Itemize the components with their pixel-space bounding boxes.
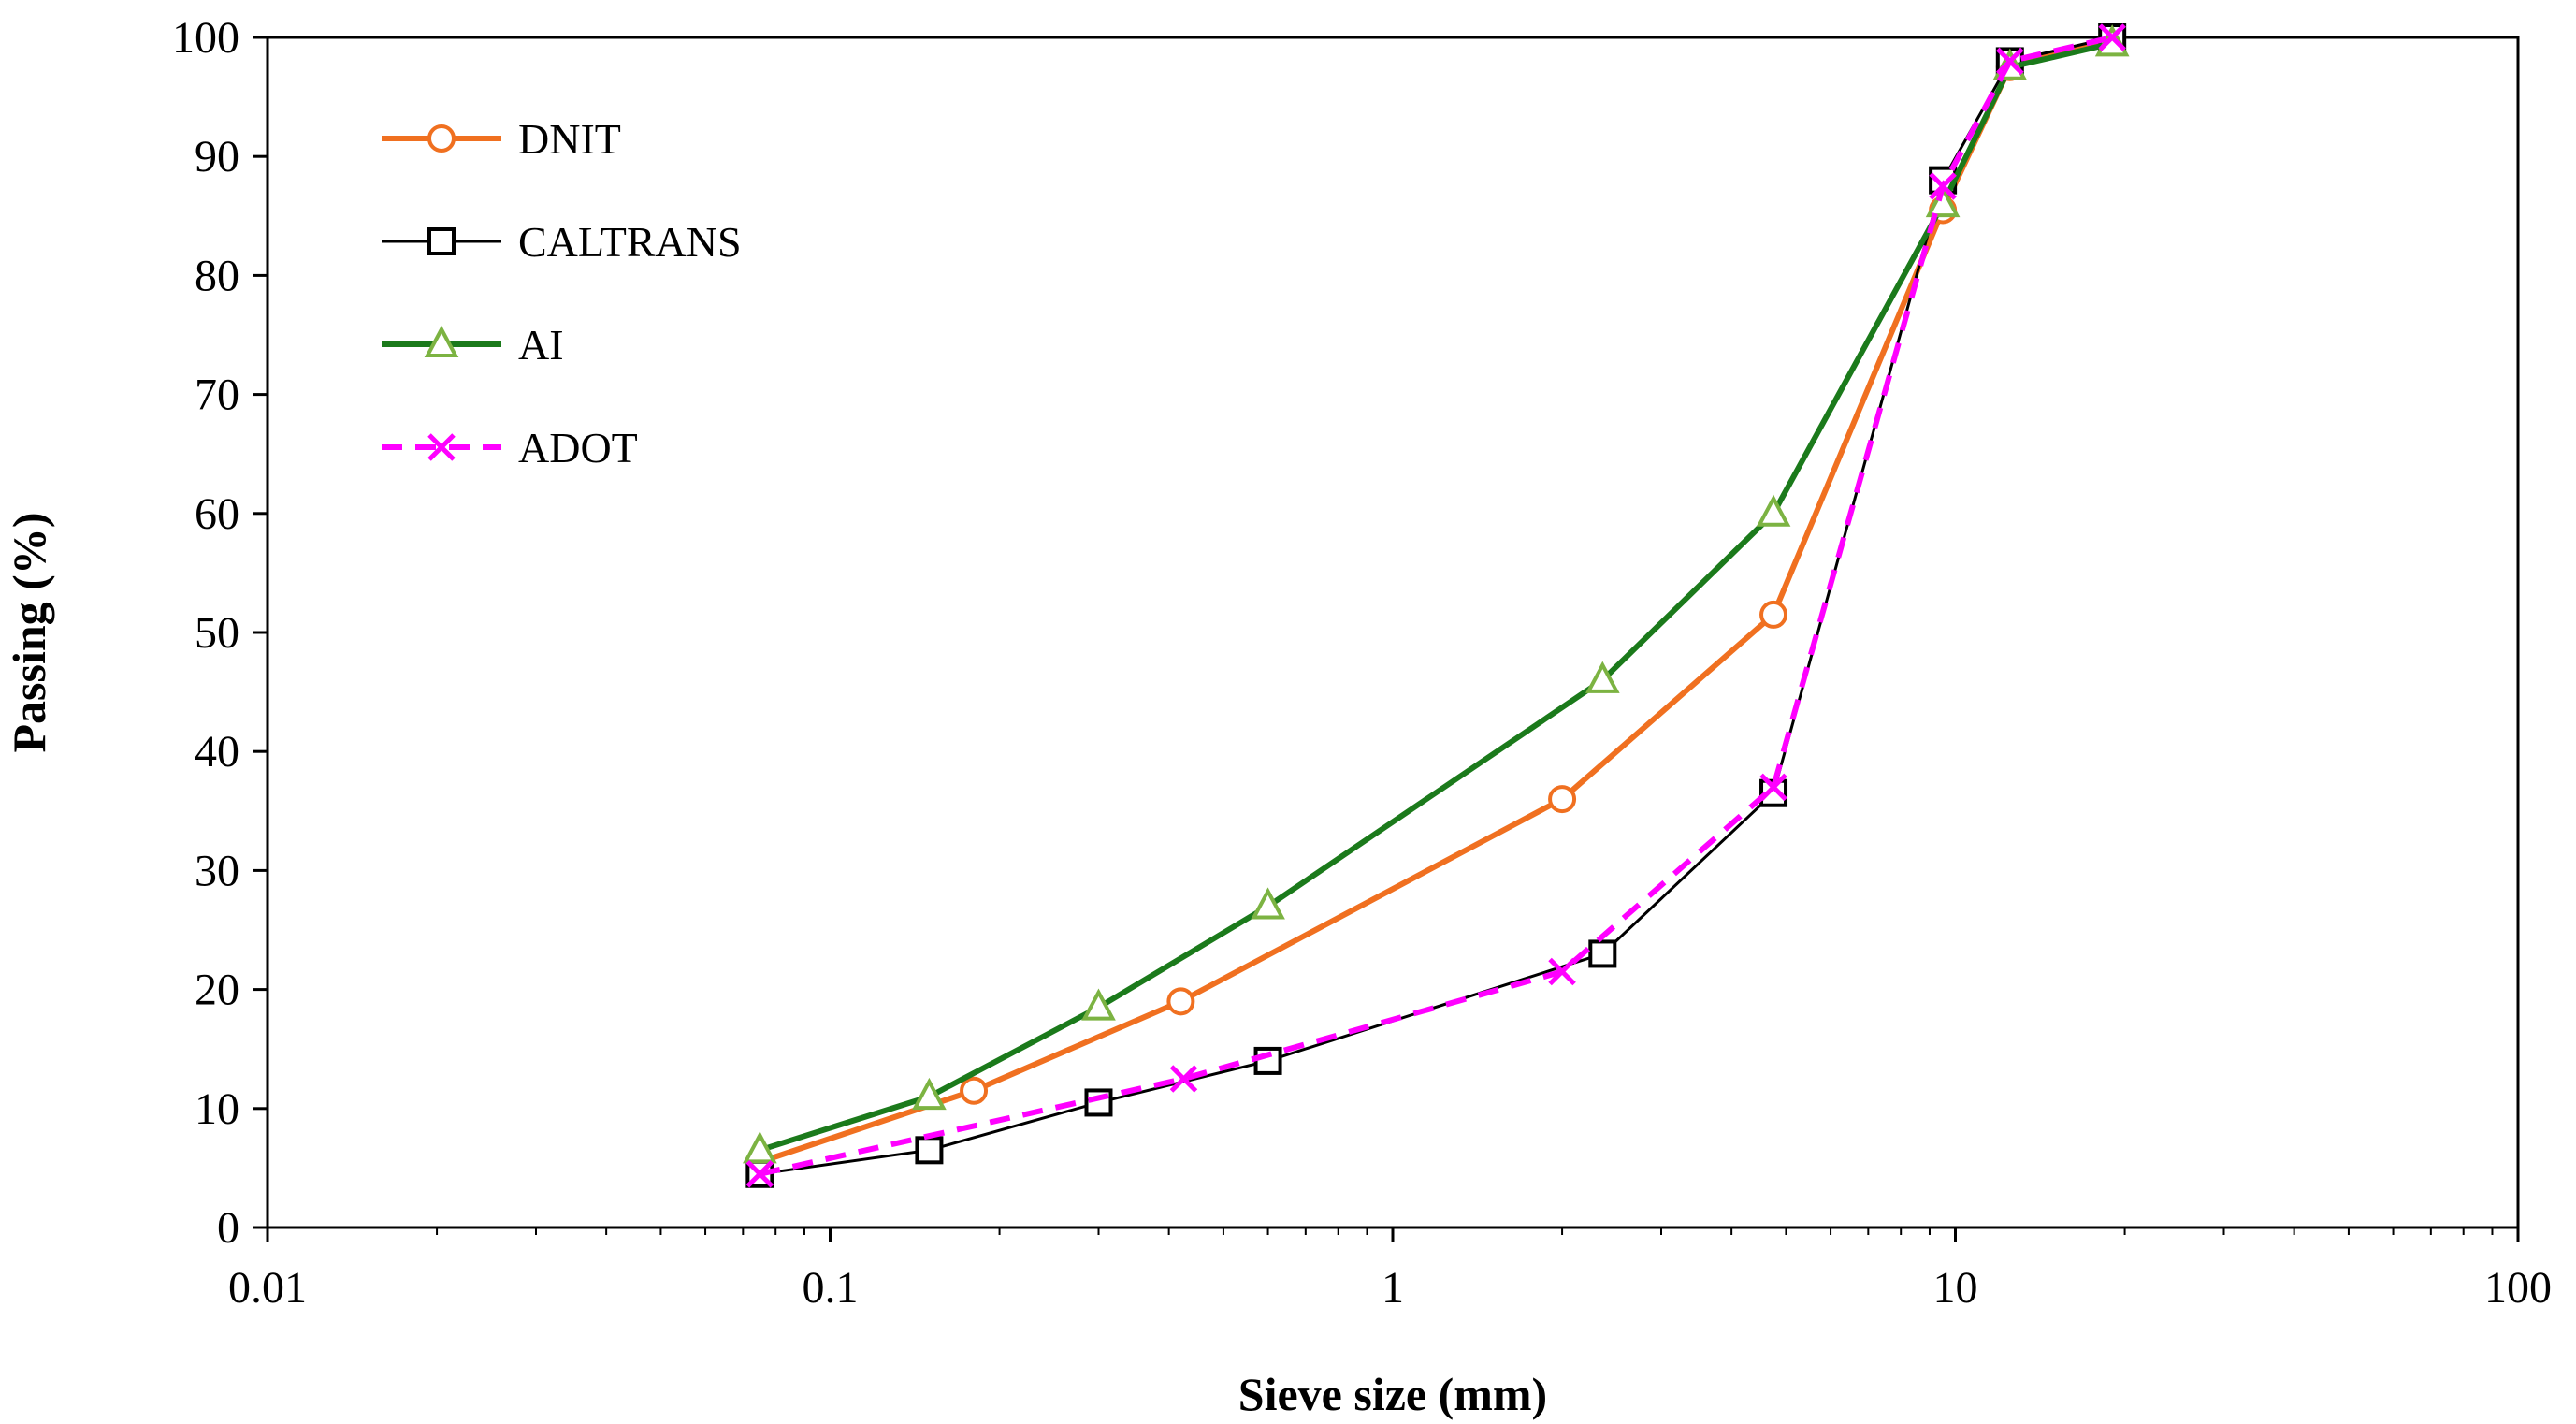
data-point-ai (1925, 184, 1961, 218)
legend-label-caltrans: CALTRANS (518, 218, 742, 266)
legend-label-adot: ADOT (518, 424, 638, 472)
series-adot (745, 23, 2126, 1188)
data-point-adot (745, 1159, 774, 1188)
y-tick-label: 60 (195, 489, 239, 539)
y-axis-title: Passing (%) (3, 513, 55, 753)
legend-item-adot: ADOT (382, 424, 638, 472)
data-point-adot (2098, 23, 2126, 51)
data-point-ai (1585, 661, 1620, 693)
y-tick-label: 10 (195, 1084, 239, 1134)
data-point-dnit (960, 1076, 989, 1105)
plot-area-frame (266, 36, 2520, 1229)
series-line-adot (759, 35, 2113, 1177)
series-line-ai (759, 40, 2113, 1154)
data-point-ai (1081, 988, 1116, 1021)
data-point-adot (1929, 172, 1957, 200)
series-line-dnit (759, 35, 2114, 1165)
x-marker-stroke (1548, 957, 1576, 986)
y-tick-label: 70 (195, 371, 239, 420)
legend-item-caltrans: CALTRANS (382, 218, 742, 266)
y-tick-label: 50 (195, 608, 239, 658)
y-tick-label: 20 (195, 966, 239, 1015)
series-line-caltrans (760, 36, 2113, 1176)
data-point-ai (743, 1131, 777, 1164)
data-point-ai (1756, 494, 1791, 527)
x-marker-stroke (1169, 1065, 1198, 1093)
x-tick-label: 1 (1382, 1263, 1404, 1313)
x-tick-label: 0.01 (228, 1263, 307, 1313)
series-ai (743, 24, 2130, 1164)
legend-marker-caltrans (427, 227, 456, 255)
x-tick-label: 10 (1933, 1263, 1978, 1313)
x-marker-stroke (1759, 773, 1787, 802)
y-tick-label: 0 (217, 1203, 239, 1253)
data-point-ai (1251, 887, 1285, 920)
data-point-adot (1169, 1065, 1198, 1093)
y-tick-label: 90 (195, 132, 239, 182)
data-point-dnit (1166, 987, 1195, 1016)
series-caltrans (745, 23, 2127, 1188)
data-point-caltrans (1588, 939, 1617, 968)
y-tick-label: 80 (195, 251, 239, 300)
data-point-adot (1759, 773, 1787, 802)
x-marker-stroke (1996, 47, 2024, 76)
y-tick-label: 30 (195, 846, 239, 895)
x-tick-label: 100 (2484, 1263, 2552, 1313)
data-point-adot (1996, 47, 2024, 76)
legend-marker-dnit (427, 124, 456, 153)
legend-label-dnit: DNIT (518, 115, 621, 163)
data-point-adot (1548, 957, 1576, 986)
x-tick-label: 0.1 (803, 1263, 859, 1313)
series-dnit (745, 23, 2127, 1177)
legend-marker-ai (424, 325, 459, 357)
x-marker-stroke (2098, 23, 2126, 51)
legend-item-ai: AI (382, 321, 564, 369)
legend-marker-adot (427, 433, 456, 461)
x-marker-stroke (745, 1159, 774, 1188)
data-point-ai (912, 1077, 947, 1111)
data-point-dnit (1759, 600, 1788, 629)
legend-label-ai: AI (518, 321, 564, 369)
x-marker-stroke (427, 433, 456, 461)
data-point-dnit (1548, 785, 1577, 814)
x-marker-stroke (1929, 172, 1957, 200)
x-axis-title: Sieve size (mm) (1238, 1368, 1547, 1420)
data-point-caltrans (915, 1136, 944, 1165)
legend-item-dnit: DNIT (382, 115, 621, 163)
y-tick-label: 100 (172, 13, 239, 63)
y-tick-label: 40 (195, 727, 239, 777)
